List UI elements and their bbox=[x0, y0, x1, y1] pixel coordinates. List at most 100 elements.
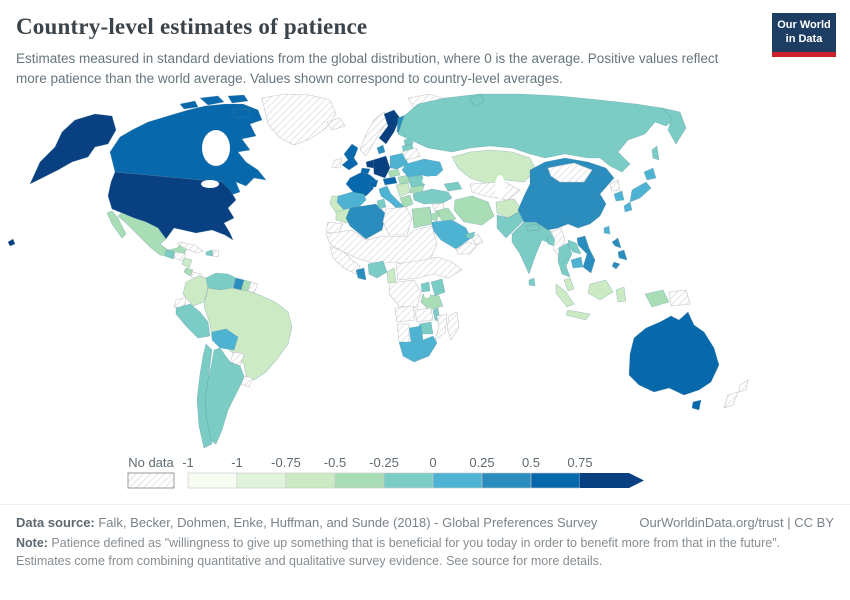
country-shape[interactable] bbox=[211, 328, 239, 351]
country-shape[interactable] bbox=[396, 323, 410, 344]
country-shape[interactable] bbox=[376, 198, 387, 210]
country-shape[interactable] bbox=[469, 181, 521, 201]
country-shape[interactable] bbox=[205, 272, 237, 291]
country-shape[interactable] bbox=[496, 209, 529, 239]
country-shape[interactable] bbox=[563, 277, 575, 292]
legend-bin-swatch[interactable] bbox=[285, 472, 336, 489]
legend-bin-swatch[interactable] bbox=[334, 472, 385, 489]
country-shape[interactable] bbox=[629, 181, 652, 203]
country-shape[interactable] bbox=[227, 94, 249, 104]
country-shape[interactable] bbox=[386, 267, 397, 284]
country-shape[interactable] bbox=[401, 158, 444, 179]
country-shape[interactable] bbox=[331, 157, 343, 169]
legend-no-data-swatch[interactable] bbox=[127, 472, 175, 489]
country-shape[interactable] bbox=[570, 256, 584, 269]
country-shape[interactable] bbox=[446, 311, 460, 341]
legend-bin-swatch[interactable] bbox=[580, 473, 629, 489]
country-shape[interactable] bbox=[567, 239, 582, 255]
country-shape[interactable] bbox=[407, 174, 426, 188]
country-shape[interactable] bbox=[196, 343, 213, 449]
country-shape[interactable] bbox=[651, 145, 660, 161]
country-shape[interactable] bbox=[603, 225, 611, 235]
country-shape[interactable] bbox=[611, 261, 621, 270]
country-shape[interactable] bbox=[723, 391, 739, 409]
country-shape[interactable] bbox=[182, 275, 209, 307]
country-shape[interactable] bbox=[412, 188, 453, 205]
country-shape[interactable] bbox=[738, 379, 749, 393]
country-shape[interactable] bbox=[469, 93, 485, 107]
country-shape[interactable] bbox=[175, 303, 211, 339]
country-shape[interactable] bbox=[623, 201, 633, 213]
country-shape[interactable] bbox=[179, 100, 199, 110]
country-shape[interactable] bbox=[587, 279, 614, 301]
country-shape[interactable] bbox=[29, 113, 117, 185]
country-shape[interactable] bbox=[240, 375, 254, 388]
country-shape[interactable] bbox=[7, 238, 16, 247]
country-shape[interactable] bbox=[453, 195, 495, 226]
country-shape[interactable] bbox=[177, 241, 204, 254]
country-shape[interactable] bbox=[411, 206, 433, 229]
country-shape[interactable] bbox=[455, 241, 478, 255]
country-shape[interactable] bbox=[644, 289, 670, 308]
country-shape[interactable] bbox=[205, 249, 214, 257]
country-shape[interactable] bbox=[470, 233, 484, 246]
country-shape[interactable] bbox=[106, 210, 127, 239]
country-shape[interactable] bbox=[434, 207, 457, 223]
country-shape[interactable] bbox=[212, 249, 220, 258]
country-shape[interactable] bbox=[325, 225, 438, 267]
country-shape[interactable] bbox=[420, 281, 431, 293]
country-shape[interactable] bbox=[430, 278, 446, 297]
country-shape[interactable] bbox=[451, 149, 537, 185]
legend-bin-swatch[interactable] bbox=[236, 472, 287, 489]
country-shape[interactable] bbox=[199, 95, 225, 106]
country-shape[interactable] bbox=[517, 157, 615, 231]
country-shape[interactable] bbox=[443, 181, 463, 192]
country-shape[interactable] bbox=[261, 93, 337, 146]
country-shape[interactable] bbox=[231, 108, 252, 119]
country-shape[interactable] bbox=[345, 203, 387, 240]
country-shape[interactable] bbox=[434, 313, 448, 341]
legend-bin-swatch[interactable] bbox=[530, 472, 581, 489]
country-shape[interactable] bbox=[613, 190, 625, 202]
country-shape[interactable] bbox=[398, 335, 438, 363]
legend-bin-swatch[interactable] bbox=[383, 472, 434, 489]
country-shape[interactable] bbox=[164, 249, 176, 260]
country-shape[interactable] bbox=[395, 256, 463, 281]
country-shape[interactable] bbox=[465, 231, 476, 239]
country-shape[interactable] bbox=[668, 289, 691, 307]
country-shape[interactable] bbox=[394, 305, 416, 323]
country-shape[interactable] bbox=[565, 309, 591, 321]
country-shape[interactable] bbox=[372, 155, 391, 179]
country-shape[interactable] bbox=[378, 109, 401, 145]
country-shape[interactable] bbox=[389, 152, 409, 170]
country-shape[interactable] bbox=[611, 237, 622, 249]
country-shape[interactable] bbox=[557, 242, 573, 278]
country-shape[interactable] bbox=[382, 176, 398, 186]
country-shape[interactable] bbox=[181, 257, 193, 269]
legend-bin-swatch[interactable] bbox=[187, 472, 238, 489]
country-shape[interactable] bbox=[615, 286, 627, 303]
country-shape[interactable] bbox=[661, 107, 687, 145]
country-shape[interactable] bbox=[420, 293, 444, 311]
country-shape[interactable] bbox=[376, 144, 386, 155]
country-shape[interactable] bbox=[617, 249, 628, 261]
country-shape[interactable] bbox=[388, 279, 422, 309]
owid-logo[interactable]: Our World in Data bbox=[772, 13, 836, 57]
country-shape[interactable] bbox=[367, 260, 388, 279]
country-shape[interactable] bbox=[414, 307, 434, 323]
country-shape[interactable] bbox=[368, 179, 379, 188]
country-shape[interactable] bbox=[395, 182, 411, 198]
country-shape[interactable] bbox=[609, 179, 621, 192]
owid-link[interactable]: OurWorldinData.org/trust | CC BY bbox=[639, 515, 834, 531]
country-shape[interactable] bbox=[576, 235, 596, 274]
country-shape[interactable] bbox=[365, 159, 375, 169]
country-shape[interactable] bbox=[326, 117, 346, 131]
country-shape[interactable] bbox=[345, 171, 377, 197]
legend-bin-swatch[interactable] bbox=[481, 472, 532, 489]
country-shape[interactable] bbox=[628, 311, 720, 396]
country-shape[interactable] bbox=[525, 223, 541, 232]
country-shape[interactable] bbox=[555, 283, 575, 308]
country-shape[interactable] bbox=[408, 325, 424, 343]
country-shape[interactable] bbox=[341, 143, 359, 171]
country-shape[interactable] bbox=[109, 103, 267, 197]
